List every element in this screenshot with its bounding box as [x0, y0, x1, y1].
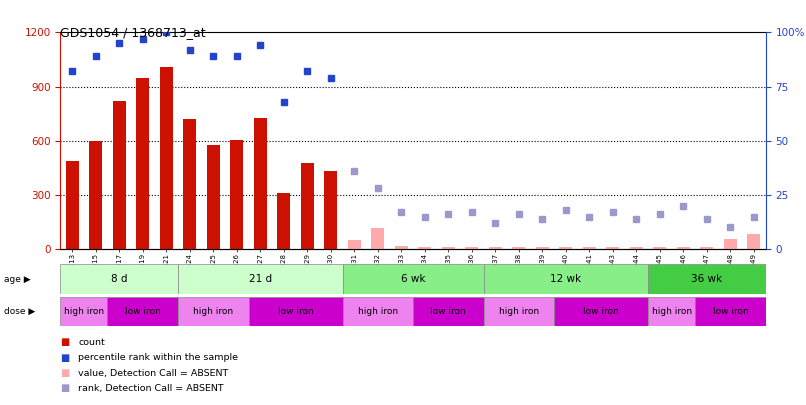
Bar — [343, 264, 484, 294]
Bar — [413, 297, 484, 326]
Bar — [113, 101, 126, 249]
Bar — [513, 247, 526, 249]
Text: high iron: high iron — [64, 307, 104, 316]
Text: ■: ■ — [60, 368, 69, 378]
Bar — [536, 247, 549, 249]
Bar — [606, 247, 619, 249]
Text: age ▶: age ▶ — [4, 275, 31, 284]
Bar — [484, 264, 648, 294]
Text: high iron: high iron — [358, 307, 398, 316]
Bar — [136, 77, 149, 249]
Text: low iron: low iron — [125, 307, 160, 316]
Bar — [178, 297, 248, 326]
Text: value, Detection Call = ABSENT: value, Detection Call = ABSENT — [78, 369, 228, 377]
Text: percentile rank within the sample: percentile rank within the sample — [78, 353, 239, 362]
Bar — [648, 264, 766, 294]
Bar — [747, 234, 760, 249]
Bar — [465, 247, 478, 249]
Text: high iron: high iron — [499, 307, 539, 316]
Text: low iron: low iron — [713, 307, 748, 316]
Text: high iron: high iron — [193, 307, 233, 316]
Text: ■: ■ — [60, 353, 69, 362]
Text: high iron: high iron — [651, 307, 692, 316]
Bar — [324, 171, 337, 249]
Text: dose ▶: dose ▶ — [4, 307, 35, 316]
Bar — [178, 264, 343, 294]
Bar — [60, 264, 178, 294]
Text: ■: ■ — [60, 337, 69, 347]
Bar — [254, 118, 267, 249]
Bar — [160, 67, 172, 249]
Text: GDS1054 / 1368713_at: GDS1054 / 1368713_at — [60, 26, 206, 39]
Bar — [418, 247, 431, 249]
Bar — [231, 140, 243, 249]
Bar — [583, 247, 596, 249]
Bar — [559, 247, 572, 249]
Bar — [372, 228, 384, 249]
Bar — [348, 240, 361, 249]
Bar — [248, 297, 343, 326]
Bar — [66, 161, 79, 249]
Bar — [183, 119, 196, 249]
Text: 6 wk: 6 wk — [401, 274, 426, 284]
Text: 36 wk: 36 wk — [692, 274, 722, 284]
Bar — [724, 239, 737, 249]
Bar — [277, 193, 290, 249]
Bar — [207, 145, 220, 249]
Bar — [343, 297, 413, 326]
Bar — [107, 297, 178, 326]
Bar — [484, 297, 554, 326]
Text: rank, Detection Call = ABSENT: rank, Detection Call = ABSENT — [78, 384, 224, 393]
Bar — [700, 247, 713, 249]
Bar — [89, 141, 102, 249]
Bar — [654, 247, 667, 249]
Text: 8 d: 8 d — [111, 274, 127, 284]
Bar — [395, 246, 408, 249]
Bar — [677, 247, 690, 249]
Text: low iron: low iron — [430, 307, 466, 316]
Bar — [695, 297, 766, 326]
Text: count: count — [78, 338, 105, 347]
Bar — [60, 297, 107, 326]
Bar — [301, 163, 314, 249]
Bar — [630, 247, 643, 249]
Bar — [489, 247, 502, 249]
Bar — [648, 297, 695, 326]
Text: 21 d: 21 d — [249, 274, 272, 284]
Text: low iron: low iron — [277, 307, 314, 316]
Bar — [554, 297, 648, 326]
Text: low iron: low iron — [584, 307, 619, 316]
Bar — [442, 247, 455, 249]
Text: ■: ■ — [60, 384, 69, 393]
Text: 12 wk: 12 wk — [550, 274, 581, 284]
